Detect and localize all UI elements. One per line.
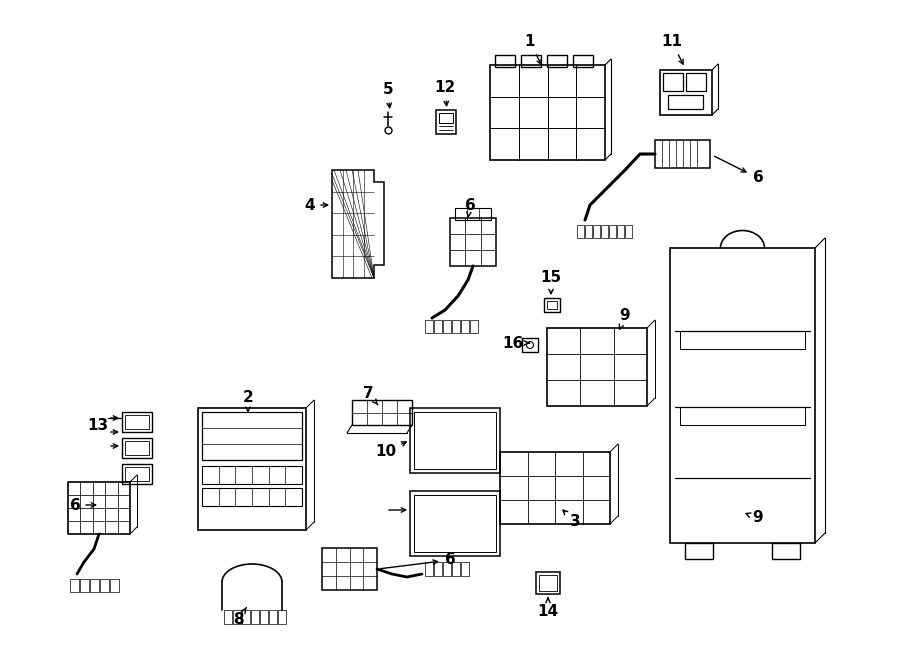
Bar [490,65,605,160]
Bar [439,113,453,123]
Bar [455,208,491,220]
Bar [242,610,250,624]
Bar [660,70,712,115]
Bar [410,491,500,556]
Bar [443,562,451,576]
Text: 8: 8 [233,607,247,627]
Bar [90,579,99,592]
Bar [425,562,433,576]
Bar [470,320,478,333]
Text: 10: 10 [375,442,406,459]
Bar [655,140,710,168]
Bar [585,225,592,238]
Bar [224,610,232,624]
Bar [500,452,610,524]
Bar [198,408,306,530]
Text: 12: 12 [435,81,455,106]
Text: 1: 1 [525,34,541,64]
Bar [461,320,469,333]
Bar [278,610,286,624]
Text: 11: 11 [662,34,683,64]
Bar [100,579,109,592]
Bar [521,55,541,67]
Bar [414,495,496,552]
Bar [122,464,152,484]
Bar [452,562,460,576]
Bar [625,225,632,238]
Text: 6: 6 [69,498,95,512]
Bar [544,298,560,312]
Bar [322,548,377,590]
Bar [125,415,149,429]
Bar [593,225,600,238]
Bar [233,610,241,624]
Bar [547,55,567,67]
Text: 5: 5 [382,83,393,108]
Bar [122,438,152,458]
Bar [522,338,538,352]
Text: 3: 3 [563,510,580,529]
Text: 2: 2 [243,391,254,412]
Bar [414,412,496,469]
Bar [547,328,647,406]
Bar [670,248,815,543]
Text: 6: 6 [381,553,455,568]
Bar [352,400,412,425]
Bar [125,441,149,455]
Bar [685,543,713,559]
Bar [434,562,442,576]
Bar [410,408,500,473]
Bar [609,225,616,238]
Text: 13: 13 [87,418,109,432]
Bar [680,330,805,348]
Bar [601,225,608,238]
Bar [251,610,259,624]
Bar [536,572,560,594]
Bar [573,55,593,67]
Bar [686,73,706,91]
Bar [202,488,302,506]
Bar [668,95,703,109]
Text: 6: 6 [715,156,763,186]
Bar [202,466,302,484]
Bar [425,320,433,333]
Bar [772,543,800,559]
Bar [539,575,557,591]
Bar [680,407,805,425]
Bar [452,320,460,333]
Bar [663,73,683,91]
Text: 16: 16 [502,336,529,350]
Text: 14: 14 [537,598,559,619]
Bar [202,412,302,460]
Bar [70,579,79,592]
Bar [269,610,277,624]
Bar [80,579,89,592]
Bar [125,467,149,481]
Text: 9: 9 [746,510,763,525]
Bar [461,562,469,576]
Bar [495,55,515,67]
Bar [68,482,130,534]
Bar [547,301,557,309]
Bar [436,110,456,134]
Bar [260,610,268,624]
Bar [122,412,152,432]
Text: 15: 15 [540,270,562,293]
Bar [443,320,451,333]
Text: 9: 9 [619,309,630,329]
Bar [110,579,119,592]
Text: 6: 6 [464,198,475,217]
Text: 4: 4 [305,198,328,212]
Text: 7: 7 [363,385,378,405]
Bar [450,218,496,266]
Bar [617,225,624,238]
Bar [434,320,442,333]
Bar [577,225,584,238]
